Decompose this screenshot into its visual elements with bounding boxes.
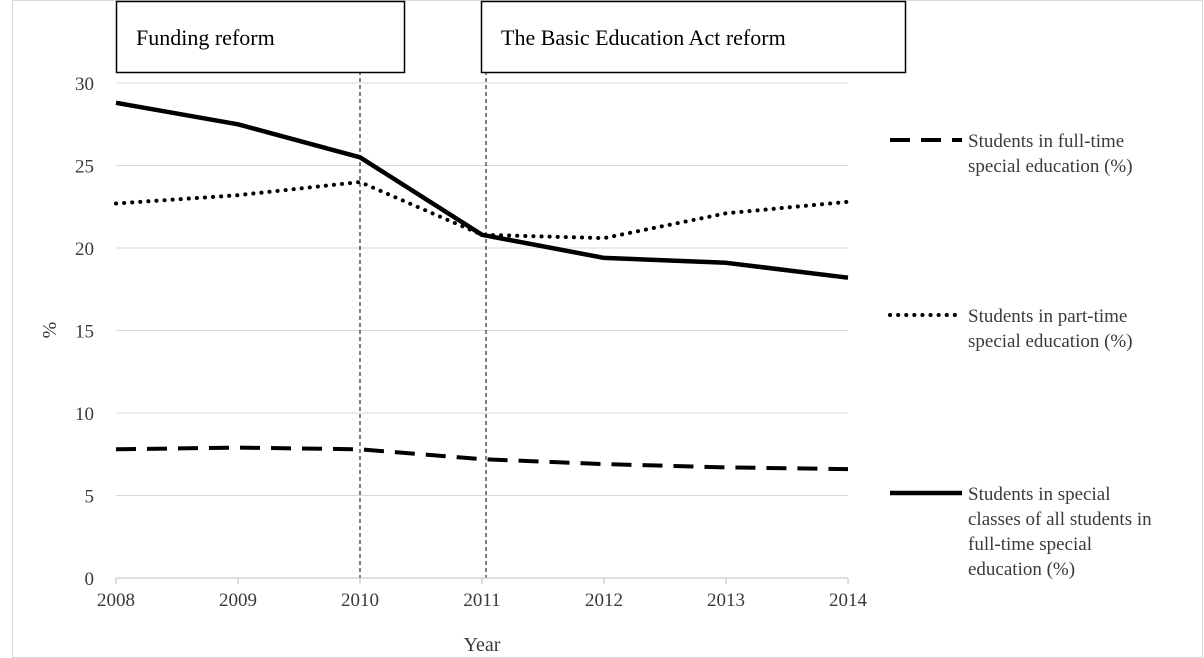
legend-label: Students in full-time bbox=[968, 131, 1124, 152]
x-tick-label: 2012 bbox=[585, 590, 623, 611]
annotation-boxes: Funding reform The Basic Education Act re… bbox=[115, 0, 907, 74]
annotation-box bbox=[115, 0, 406, 74]
x-tick-label: 2008 bbox=[97, 590, 135, 611]
x-tick-label: 2010 bbox=[341, 590, 379, 611]
legend: Students in full-time special education (… bbox=[888, 131, 1152, 580]
series-line-dashed bbox=[115, 445, 849, 472]
legend-label: education (%) bbox=[968, 559, 1075, 580]
x-tick-label: 2013 bbox=[707, 590, 745, 611]
annotation-label: Funding reform bbox=[136, 25, 275, 50]
y-tick-label: 0 bbox=[85, 569, 95, 590]
annotation-box bbox=[480, 0, 907, 74]
axes: 2008 2009 2010 2011 2012 2013 2014 0 5 10 15 20 25 30 bbox=[75, 74, 868, 611]
series-line-dotted bbox=[114, 179, 850, 241]
reform-markers bbox=[359, 71, 487, 578]
legend-label: Students in part-time bbox=[968, 306, 1127, 327]
gridlines bbox=[116, 82, 848, 496]
y-tick-label: 15 bbox=[75, 322, 94, 343]
y-tick-label: 25 bbox=[75, 157, 94, 178]
legend-label: full-time special bbox=[968, 534, 1092, 555]
legend-label: special education (%) bbox=[968, 156, 1133, 177]
series-lines bbox=[114, 100, 850, 472]
y-tick-label: 20 bbox=[75, 239, 94, 260]
x-tick-label: 2009 bbox=[219, 590, 257, 611]
legend-label: classes of all students in bbox=[968, 509, 1152, 530]
legend-label: Students in special bbox=[968, 484, 1110, 505]
y-tick-label: 10 bbox=[75, 404, 94, 425]
y-tick-label: 30 bbox=[75, 74, 94, 95]
series-line-solid bbox=[115, 100, 849, 280]
x-tick-label: 2011 bbox=[463, 590, 500, 611]
y-tick-label: 5 bbox=[85, 487, 95, 508]
x-tick-label: 2014 bbox=[829, 590, 868, 611]
y-axis-title: % bbox=[39, 322, 61, 339]
annotation-label: The Basic Education Act reform bbox=[501, 25, 786, 50]
legend-label: special education (%) bbox=[968, 331, 1133, 352]
x-axis-title: Year bbox=[464, 634, 501, 656]
